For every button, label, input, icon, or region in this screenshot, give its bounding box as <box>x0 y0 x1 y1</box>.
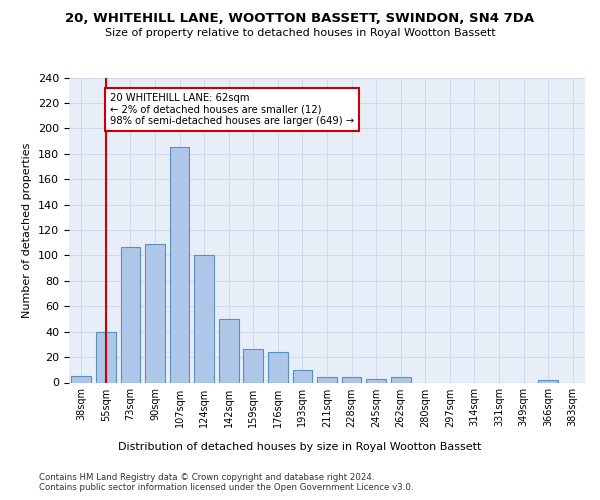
Bar <box>145 244 165 382</box>
Text: 20 WHITEHILL LANE: 62sqm
← 2% of detached houses are smaller (12)
98% of semi-de: 20 WHITEHILL LANE: 62sqm ← 2% of detache… <box>110 93 353 126</box>
Text: Contains HM Land Registry data © Crown copyright and database right 2024.: Contains HM Land Registry data © Crown c… <box>39 472 374 482</box>
Text: Contains public sector information licensed under the Open Government Licence v3: Contains public sector information licen… <box>39 484 413 492</box>
Text: Size of property relative to detached houses in Royal Wootton Bassett: Size of property relative to detached ho… <box>104 28 496 38</box>
Bar <box>96 332 116 382</box>
Bar <box>367 378 386 382</box>
Bar <box>293 370 312 382</box>
Bar <box>342 378 361 382</box>
Bar <box>538 380 558 382</box>
Bar <box>170 148 190 382</box>
Bar <box>194 256 214 382</box>
Text: Distribution of detached houses by size in Royal Wootton Bassett: Distribution of detached houses by size … <box>118 442 482 452</box>
Y-axis label: Number of detached properties: Number of detached properties <box>22 142 32 318</box>
Bar <box>71 376 91 382</box>
Bar <box>317 378 337 382</box>
Bar <box>121 246 140 382</box>
Text: 20, WHITEHILL LANE, WOOTTON BASSETT, SWINDON, SN4 7DA: 20, WHITEHILL LANE, WOOTTON BASSETT, SWI… <box>65 12 535 26</box>
Bar <box>268 352 287 382</box>
Bar <box>219 319 239 382</box>
Bar <box>391 378 410 382</box>
Bar <box>244 350 263 382</box>
